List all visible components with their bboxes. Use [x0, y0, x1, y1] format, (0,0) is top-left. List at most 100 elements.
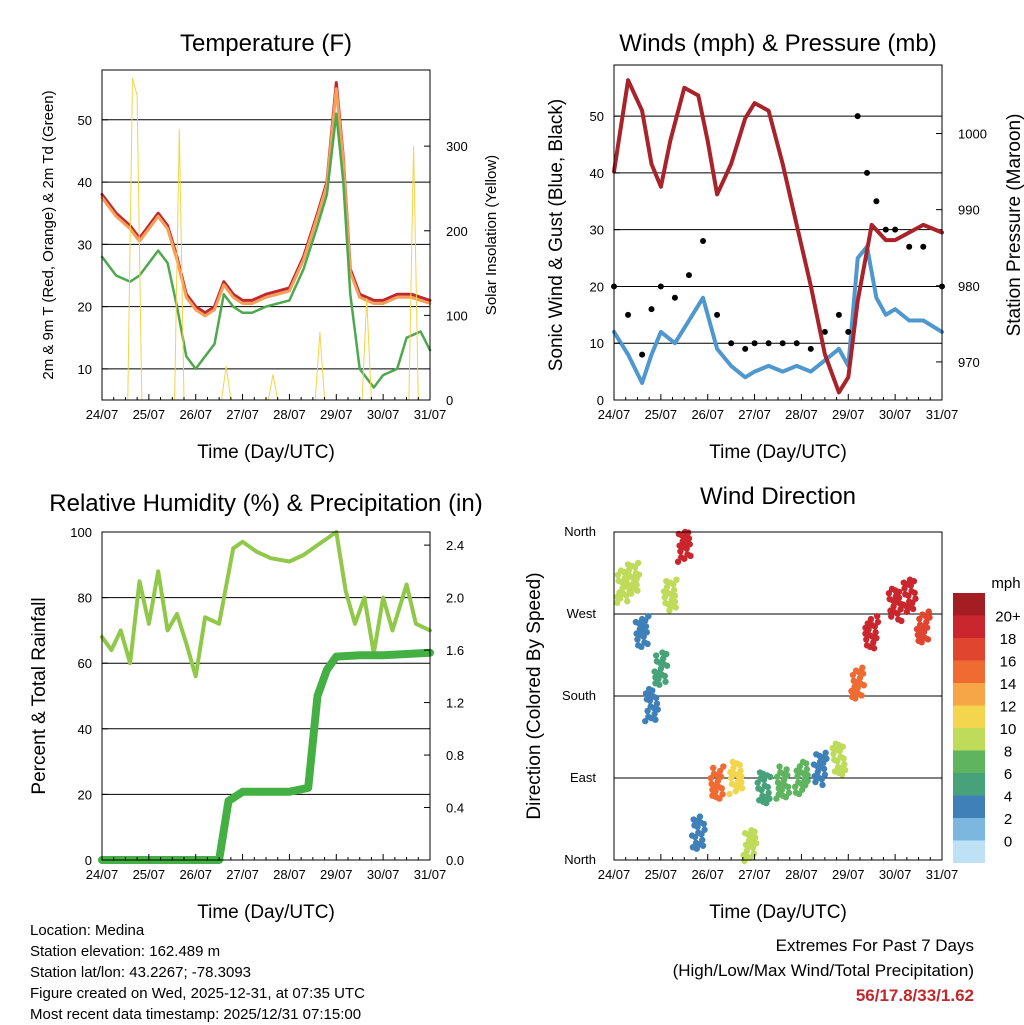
- direction-point: [635, 559, 642, 567]
- direction-point: [792, 789, 800, 796]
- extremes-subtitle: (High/Low/Max Wind/Total Precipitation): [672, 961, 974, 980]
- winds-ylabel: Sonic Wind & Gust (Blue, Black): [546, 99, 567, 371]
- direction-point: [895, 588, 903, 595]
- y-tick-label: 10: [590, 336, 604, 351]
- gust-point: [906, 243, 913, 250]
- temperature-panel: Temperature (F) 24/07 25/07 26/07 27/07 28/0…: [40, 30, 500, 463]
- direction-point: [819, 781, 826, 789]
- colorbar-label: 8: [1004, 744, 1012, 761]
- y-tick-label: 50: [78, 113, 92, 128]
- direction-point: [708, 780, 715, 788]
- direction-point: [831, 756, 838, 763]
- series-line: [612, 244, 944, 385]
- direction-point: [750, 850, 757, 857]
- winds-title: Winds (mph) & Pressure (mb): [619, 30, 936, 57]
- direction-point: [867, 615, 875, 623]
- x-tick-label: 25/07: [645, 407, 678, 422]
- direction-point: [742, 830, 749, 837]
- direction-point: [776, 763, 783, 770]
- direction-point: [862, 624, 869, 632]
- y-tick-label: 0: [85, 853, 92, 868]
- x-tick-label: 26/07: [691, 867, 724, 882]
- colorbar-label: 14: [1000, 676, 1017, 693]
- direction-point: [680, 543, 687, 551]
- x-tick-label: 26/07: [179, 867, 212, 882]
- extremes-box: Extremes For Past 7 Days (High/Low/Max W…: [673, 933, 974, 1008]
- direction-point: [690, 816, 697, 823]
- extremes-title: Extremes For Past 7 Days: [775, 936, 974, 955]
- colorbar-swatch: [953, 818, 985, 841]
- humidity-plot-frame: [101, 531, 431, 861]
- direction-point: [649, 693, 657, 700]
- y-tick-label: North: [564, 524, 596, 539]
- direction-point: [691, 822, 698, 829]
- direction-point: [726, 790, 733, 798]
- x-tick-label: 25/07: [133, 867, 166, 882]
- direction-point: [632, 618, 640, 626]
- colorbar-swatch: [953, 728, 985, 751]
- direction-point: [820, 754, 827, 761]
- gust-point: [864, 169, 871, 176]
- gust-point: [639, 351, 646, 358]
- direction-point: [641, 639, 648, 646]
- gust-point: [882, 226, 889, 233]
- direction-point: [699, 842, 707, 849]
- y2-tick-label: 0.0: [446, 853, 464, 868]
- x-tick-label: 28/07: [273, 407, 306, 422]
- direction-point: [662, 678, 669, 685]
- humidity-title: Relative Humidity (%) & Precipitation (i…: [49, 490, 482, 517]
- direction-point: [651, 668, 658, 675]
- direction-point: [874, 618, 882, 626]
- direction-point: [695, 829, 702, 836]
- x-tick-label: 24/07: [86, 867, 119, 882]
- direction-point: [653, 658, 661, 665]
- y2-tick-label: 970: [958, 355, 980, 370]
- direction-point: [899, 601, 907, 608]
- direction-point: [804, 771, 811, 779]
- y-tick-label: 20: [78, 300, 92, 315]
- gust-point: [821, 328, 828, 335]
- direction-point: [866, 631, 873, 639]
- direction-panel: Wind Direction 24/07 25/07 26/07 27/07 28/07…: [524, 483, 1021, 923]
- direction-point: [709, 786, 716, 794]
- direction-point: [733, 760, 740, 767]
- humidity-xlabel: Time (Day/UTC): [197, 902, 335, 923]
- direction-point: [915, 637, 922, 644]
- x-tick-label: 27/07: [226, 407, 259, 422]
- direction-point: [696, 813, 704, 820]
- colorbar-label: 20+: [995, 609, 1021, 626]
- direction-point: [756, 769, 764, 776]
- y-tick-label: South: [562, 688, 596, 703]
- gust-point: [671, 294, 678, 301]
- y-tick-label: 40: [590, 166, 604, 181]
- gust-point: [728, 340, 735, 347]
- direction-point: [626, 572, 633, 580]
- direction-point: [757, 775, 765, 782]
- station-info: Location: Medina Station elevation: 162.…: [30, 920, 365, 1025]
- x-tick-label: 24/07: [86, 407, 119, 422]
- temperature-title: Temperature (F): [180, 30, 352, 57]
- direction-point: [633, 575, 640, 583]
- direction-point: [766, 795, 773, 802]
- direction-point: [921, 634, 929, 642]
- y2-tick-label: 1000: [958, 127, 987, 142]
- winds-series: [611, 78, 945, 395]
- direction-gridlines: [614, 613, 942, 779]
- direction-point: [664, 589, 672, 597]
- x-tick-label: 26/07: [691, 407, 724, 422]
- figure-created: Figure created on Wed, 2025-12-31, at 07…: [30, 985, 365, 1002]
- direction-point: [624, 583, 631, 590]
- direction-point: [795, 779, 802, 786]
- direction-point: [620, 590, 627, 598]
- direction-point: [628, 562, 636, 570]
- direction-point: [670, 586, 678, 594]
- direction-point: [813, 751, 820, 758]
- temperature-ylabel: 2m & 9m T (Red, Orange) & 2m Td (Green): [40, 90, 57, 379]
- x-tick-label: 29/07: [832, 407, 865, 422]
- y2-tick-label: 2.4: [446, 538, 464, 553]
- direction-point: [841, 766, 849, 774]
- x-tick-label: 29/07: [320, 867, 353, 882]
- direction-point: [802, 782, 809, 789]
- direction-point: [709, 764, 717, 772]
